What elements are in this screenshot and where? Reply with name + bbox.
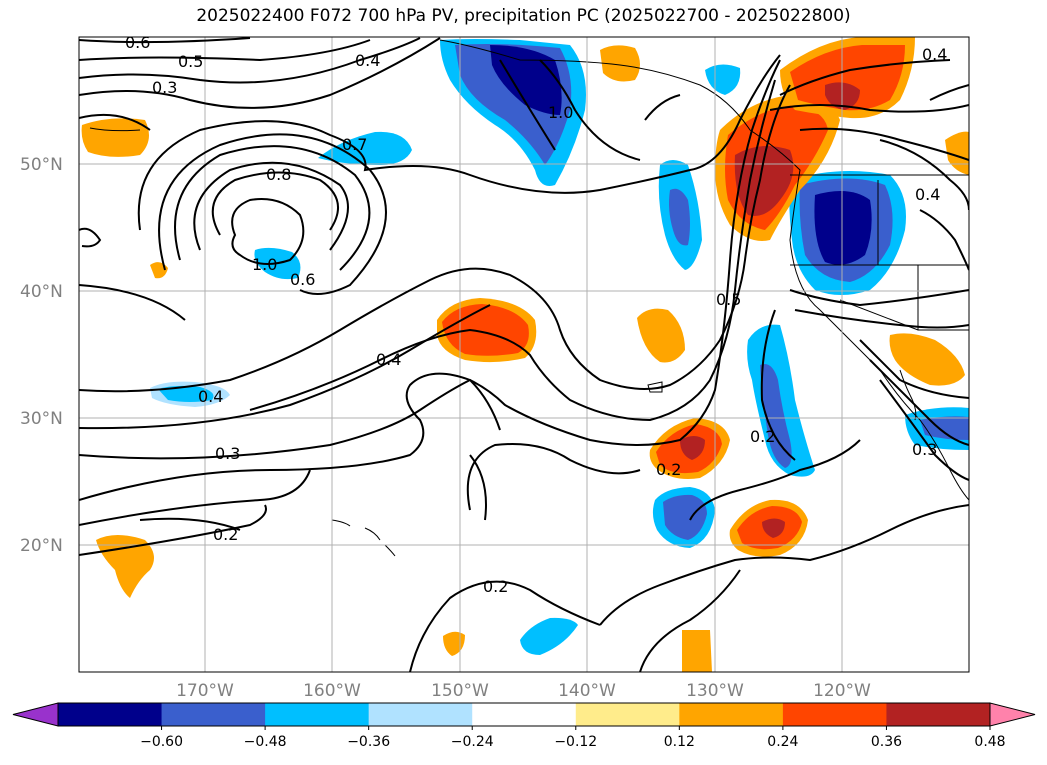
- svg-text:20°N: 20°N: [20, 536, 63, 556]
- precip-shading: [81, 37, 969, 672]
- colorbar-tick-label: 0.36: [871, 734, 902, 750]
- colorbar-bin: [886, 703, 991, 726]
- colorbar-under-arrow: [12, 702, 59, 727]
- svg-text:140°W: 140°W: [558, 681, 616, 701]
- colorbar-bin: [265, 703, 370, 726]
- colorbar-bin: [782, 703, 887, 726]
- colorbar-bin: [368, 703, 473, 726]
- svg-text:0.4: 0.4: [355, 51, 380, 70]
- pv-contours: [79, 37, 969, 672]
- colorbar-bin: [575, 703, 680, 726]
- colorbar-over-arrow: [989, 702, 1036, 727]
- colorbar-tick-label: −0.24: [451, 734, 494, 750]
- colorbar-tick-label: −0.36: [347, 734, 390, 750]
- svg-text:0.8: 0.8: [266, 165, 291, 184]
- colorbar-bin: [679, 703, 784, 726]
- latitude-labels: 50°N 40°N 30°N 20°N: [20, 155, 63, 556]
- svg-text:0.4: 0.4: [376, 350, 401, 369]
- colorbar-tick-label: −0.48: [244, 734, 287, 750]
- svg-text:170°W: 170°W: [176, 681, 234, 701]
- svg-text:0.2: 0.2: [483, 577, 508, 596]
- svg-text:0.4: 0.4: [915, 185, 940, 204]
- svg-text:0.4: 0.4: [198, 387, 223, 406]
- svg-text:1.0: 1.0: [548, 103, 573, 122]
- svg-text:0.5: 0.5: [178, 52, 203, 71]
- colorbar-bin: [58, 703, 163, 726]
- svg-text:160°W: 160°W: [303, 681, 361, 701]
- svg-text:130°W: 130°W: [686, 681, 744, 701]
- colorbar-tick-label: 0.24: [767, 734, 798, 750]
- svg-text:0.4: 0.4: [922, 45, 947, 64]
- colorbar-tick-label: −0.12: [554, 734, 597, 750]
- svg-text:150°W: 150°W: [431, 681, 489, 701]
- colorbar-tick-label: 0.48: [974, 734, 1005, 750]
- svg-text:50°N: 50°N: [20, 155, 63, 175]
- svg-text:0.6: 0.6: [290, 270, 315, 289]
- svg-text:120°W: 120°W: [813, 681, 871, 701]
- contour-labels: 0.6 0.5 0.3 0.4 0.7 0.8 1.0 0.6 0.4 0.4 …: [125, 33, 947, 596]
- svg-text:30°N: 30°N: [20, 409, 63, 429]
- svg-text:0.2: 0.2: [213, 525, 238, 544]
- colorbar-tick-label: −0.60: [140, 734, 183, 750]
- colorbar: −0.60 −0.48 −0.36 −0.24 −0.12 0.12 0.24 0.36 0.4…: [12, 702, 1036, 750]
- svg-text:0.3: 0.3: [152, 78, 177, 97]
- colorbar-tick-label: 0.12: [664, 734, 695, 750]
- map-title: 2025022400 F072 700 hPa PV, precipitatio…: [196, 6, 851, 26]
- colorbar-bin: [161, 703, 266, 726]
- svg-text:0.3: 0.3: [215, 444, 240, 463]
- svg-text:0.2: 0.2: [750, 427, 775, 446]
- svg-text:0.7: 0.7: [342, 135, 367, 154]
- svg-text:40°N: 40°N: [20, 282, 63, 302]
- longitude-labels: 170°W 160°W 150°W 140°W 130°W 120°W: [176, 681, 871, 701]
- svg-text:0.3: 0.3: [912, 440, 937, 459]
- map-frame: [78, 36, 970, 673]
- map-plot-area: 0.6 0.5 0.3 0.4 0.7 0.8 1.0 0.6 0.4 0.4 …: [79, 33, 969, 672]
- svg-text:0.5: 0.5: [716, 290, 741, 309]
- svg-text:1.0: 1.0: [252, 255, 277, 274]
- colorbar-bin: [472, 703, 577, 726]
- svg-text:0.6: 0.6: [125, 33, 150, 52]
- svg-text:0.2: 0.2: [656, 460, 681, 479]
- colorbar-frame: [57, 702, 991, 727]
